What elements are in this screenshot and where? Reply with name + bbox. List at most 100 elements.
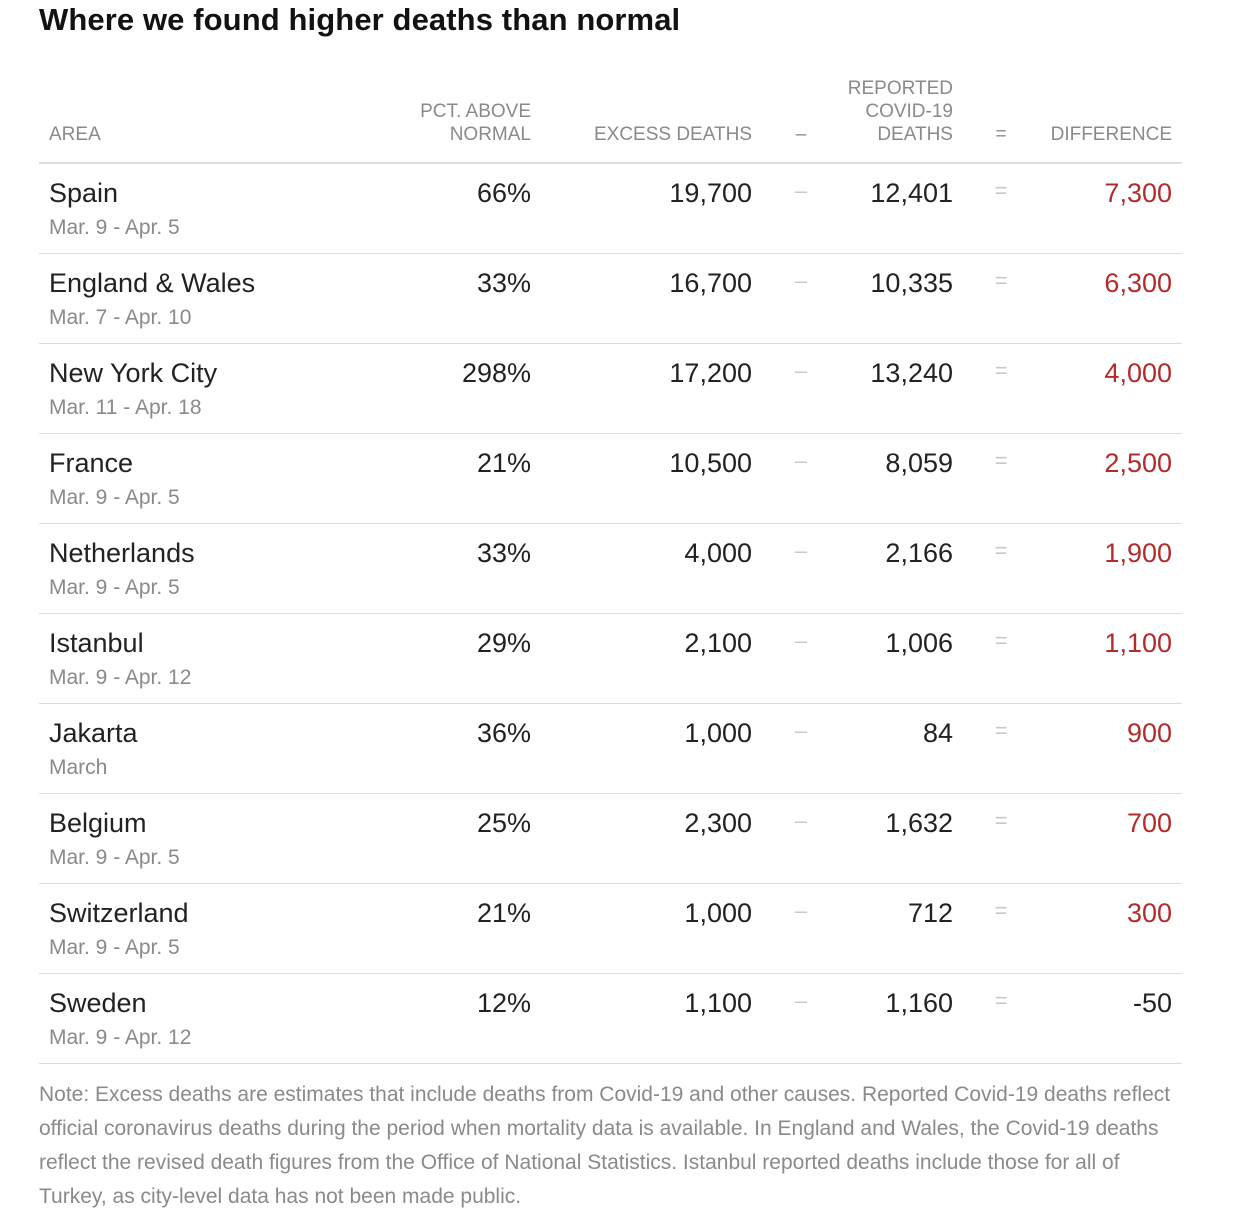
column-header-pct-above-normal: PCT. ABOVE NORMAL	[420, 100, 531, 146]
equals-sign: =	[994, 808, 1008, 833]
excess-deaths-value: 10,500	[669, 448, 752, 478]
reported-deaths-value: 13,240	[870, 358, 953, 388]
difference-value: 2,500	[1104, 448, 1172, 478]
area-name: Jakarta	[49, 718, 138, 748]
equals-sign: =	[994, 178, 1008, 203]
excess-deaths-value: 17,200	[669, 358, 752, 388]
minus-sign: –	[794, 898, 808, 923]
page-title: Where we found higher deaths than normal	[39, 2, 681, 37]
difference-value: 1,100	[1104, 628, 1172, 658]
table-body: Spain Mar. 9 - Apr. 5 66% 19,700 12,401 7,300…	[39, 164, 1182, 1064]
equals-sign: =	[994, 448, 1008, 473]
pct-above-normal-value: 25%	[476, 808, 531, 838]
minus-sign: –	[794, 268, 808, 293]
area-period: Mar. 9 - Apr. 5	[49, 936, 180, 959]
area-name: Switzerland	[49, 898, 189, 928]
excess-deaths-value: 1,000	[684, 718, 752, 748]
pct-above-normal-value: 29%	[476, 628, 531, 658]
table-row: Belgium Mar. 9 - Apr. 5 25% 2,300 1,632 700 – =	[39, 794, 1182, 884]
minus-sign: –	[794, 628, 808, 653]
excess-deaths-value: 2,300	[684, 808, 752, 838]
difference-value: 900	[1126, 718, 1172, 748]
column-header-minus-sign: –	[795, 124, 807, 145]
excess-deaths-value: 4,000	[684, 538, 752, 568]
area-period: Mar. 9 - Apr. 5	[49, 486, 180, 509]
difference-value: 6,300	[1104, 268, 1172, 298]
excess-deaths-table: AREA PCT. ABOVE NORMAL EXCESS DEATHS – R…	[39, 70, 1182, 1064]
column-header-pct-line2: NORMAL	[449, 124, 531, 145]
area-period: March	[49, 756, 108, 779]
pct-above-normal-value: 21%	[476, 448, 531, 478]
difference-value: 300	[1126, 898, 1172, 928]
area-name: Istanbul	[49, 628, 144, 658]
reported-deaths-value: 8,059	[885, 448, 953, 478]
area-name: France	[49, 448, 134, 478]
area-period: Mar. 11 - Apr. 18	[49, 396, 202, 419]
reported-deaths-value: 10,335	[870, 268, 953, 298]
table-row: Netherlands Mar. 9 - Apr. 5 33% 4,000 2,166 1…	[39, 524, 1182, 614]
column-header-reported-line3: DEATHS	[877, 124, 953, 145]
pct-above-normal-value: 12%	[476, 988, 531, 1018]
excess-deaths-value: 1,100	[684, 988, 752, 1018]
table-row: France Mar. 9 - Apr. 5 21% 10,500 8,059 2,500…	[39, 434, 1182, 524]
reported-deaths-value: 2,166	[885, 538, 953, 568]
reported-deaths-value: 12,401	[870, 178, 953, 208]
equals-sign: =	[994, 988, 1008, 1013]
excess-deaths-value: 16,700	[669, 268, 752, 298]
column-header-pct-line1: PCT. ABOVE	[420, 101, 531, 122]
excess-deaths-value: 19,700	[669, 178, 752, 208]
reported-deaths-value: 1,632	[885, 808, 953, 838]
minus-sign: –	[794, 718, 808, 743]
equals-sign: =	[994, 628, 1008, 653]
equals-sign: =	[994, 538, 1008, 563]
column-header-equals-sign: =	[995, 124, 1007, 145]
area-name: Belgium	[49, 808, 147, 838]
area-period: Mar. 9 - Apr. 12	[49, 1026, 192, 1049]
area-period: Mar. 9 - Apr. 5	[49, 576, 180, 599]
area-period: Mar. 9 - Apr. 5	[49, 216, 180, 239]
table-row: Switzerland Mar. 9 - Apr. 5 21% 1,000 712 300…	[39, 884, 1182, 974]
column-header-reported-deaths: REPORTED COVID-19 DEATHS	[848, 77, 953, 146]
reported-deaths-value: 1,160	[885, 988, 953, 1018]
reported-deaths-value: 1,006	[885, 628, 953, 658]
pct-above-normal-value: 298%	[461, 358, 531, 388]
excess-deaths-value: 2,100	[684, 628, 752, 658]
minus-sign: –	[794, 808, 808, 833]
area-name: Netherlands	[49, 538, 195, 568]
pct-above-normal-value: 66%	[476, 178, 531, 208]
difference-value: 7,300	[1104, 178, 1172, 208]
pct-above-normal-value: 33%	[476, 538, 531, 568]
reported-deaths-value: 712	[907, 898, 953, 928]
area-name: Spain	[49, 178, 119, 208]
table-row: Spain Mar. 9 - Apr. 5 66% 19,700 12,401 7,300…	[39, 164, 1182, 254]
difference-value: -50	[1132, 988, 1172, 1018]
column-header-excess-deaths: EXCESS DEATHS	[593, 124, 752, 145]
table-row: Sweden Mar. 9 - Apr. 12 12% 1,100 1,160 -50 – =	[39, 974, 1182, 1064]
table-row: New York City Mar. 11 - Apr. 18 298% 17,200…	[39, 344, 1182, 434]
pct-above-normal-value: 21%	[476, 898, 531, 928]
table-row: England & Wales Mar. 7 - Apr. 10 33% 16,700…	[39, 254, 1182, 344]
minus-sign: –	[794, 178, 808, 203]
column-header-reported-line2: COVID-19	[865, 101, 953, 122]
equals-sign: =	[994, 898, 1008, 923]
difference-value: 1,900	[1104, 538, 1172, 568]
pct-above-normal-value: 36%	[476, 718, 531, 748]
equals-sign: =	[994, 718, 1008, 743]
minus-sign: –	[794, 448, 808, 473]
equals-sign: =	[994, 268, 1008, 293]
table-header: AREA PCT. ABOVE NORMAL EXCESS DEATHS – R…	[39, 70, 1182, 164]
difference-value: 700	[1126, 808, 1172, 838]
pct-above-normal-value: 33%	[476, 268, 531, 298]
table-row: Istanbul Mar. 9 - Apr. 12 29% 2,100 1,006 1,1…	[39, 614, 1182, 704]
area-period: Mar. 7 - Apr. 10	[49, 306, 192, 329]
column-header-difference: DIFFERENCE	[1050, 124, 1172, 145]
minus-sign: –	[794, 538, 808, 563]
area-name: New York City	[49, 358, 218, 388]
equals-sign: =	[994, 358, 1008, 383]
column-header-reported-line1: REPORTED	[847, 78, 953, 99]
footnote: Note: Excess deaths are estimates that i…	[39, 1083, 1171, 1208]
area-period: Mar. 9 - Apr. 12	[49, 666, 192, 689]
excess-deaths-value: 1,000	[684, 898, 752, 928]
area-name: England & Wales	[49, 268, 256, 298]
reported-deaths-value: 84	[922, 718, 953, 748]
